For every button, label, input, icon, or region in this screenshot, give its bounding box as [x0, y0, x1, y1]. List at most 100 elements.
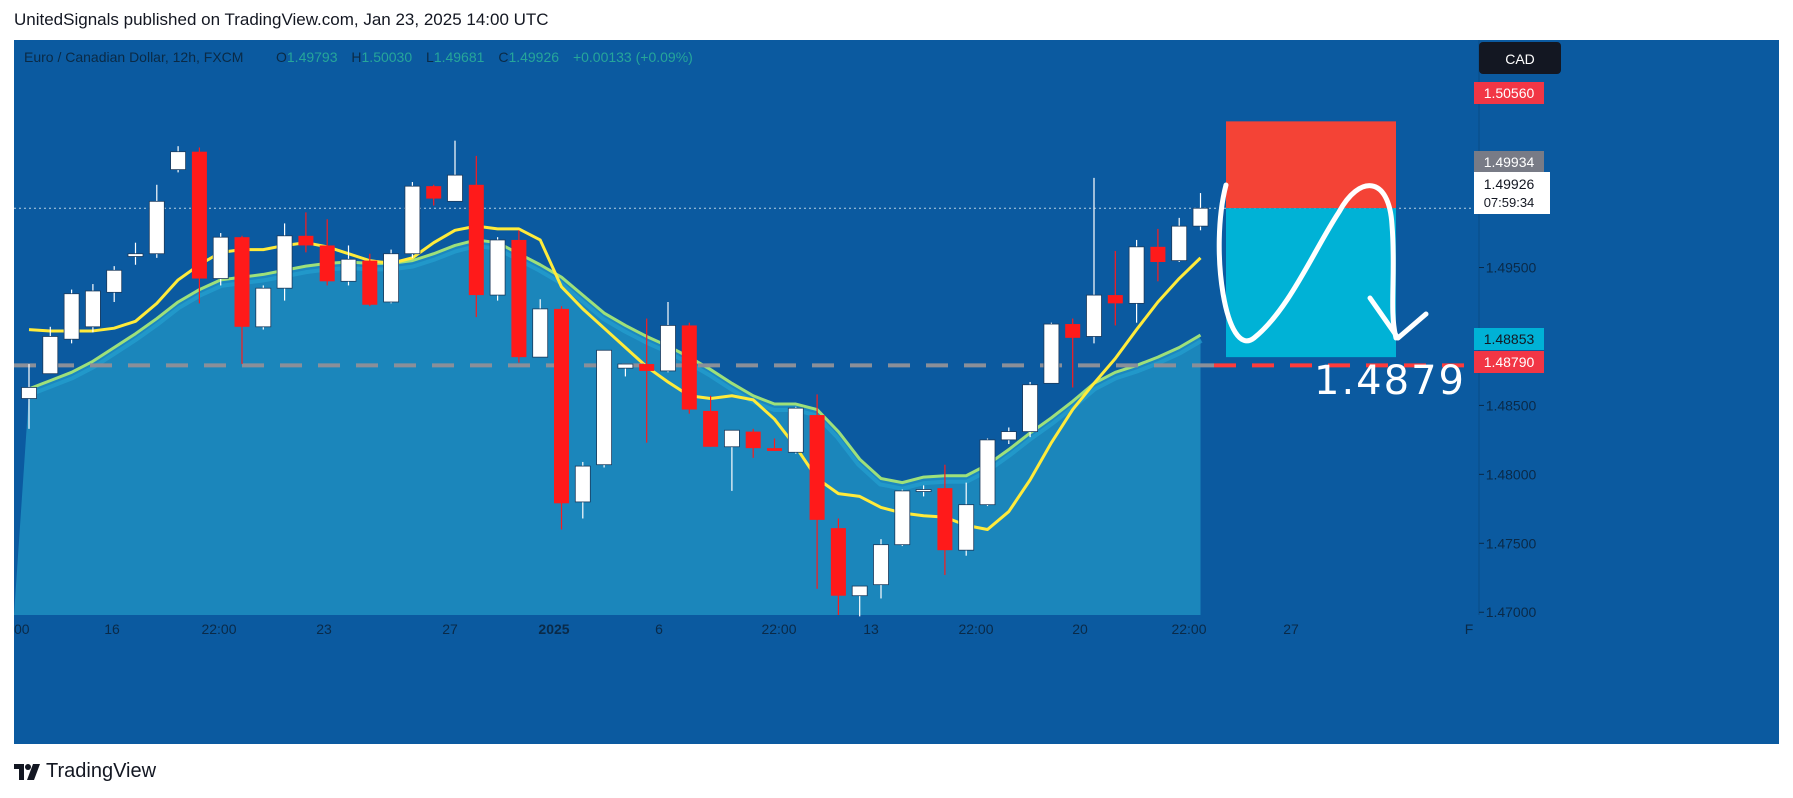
candle	[1128, 239, 1145, 323]
candle-body	[958, 504, 975, 551]
svg-text:1.49934: 1.49934	[1484, 154, 1535, 170]
candle-body	[447, 174, 463, 202]
candle-body	[660, 325, 676, 372]
candle	[319, 219, 335, 286]
price-label-current[interactable]: 1.49926 07:59:34	[1474, 172, 1550, 214]
candle-body	[745, 431, 761, 449]
price-label-target[interactable]: 1.48853	[1474, 328, 1544, 350]
candle	[851, 585, 868, 617]
time-tick-label: 27	[442, 621, 458, 637]
candle-body	[554, 308, 569, 504]
price-label-dashed-red[interactable]: 1.48790	[1474, 351, 1544, 373]
candle	[915, 485, 932, 497]
candle	[1000, 427, 1017, 445]
candle-body	[511, 239, 527, 358]
candle	[106, 266, 123, 302]
candle-body	[639, 364, 655, 371]
price-tick-label: 1.47000	[1486, 604, 1537, 620]
candle-body	[1022, 384, 1038, 433]
candle	[639, 318, 655, 443]
time-axis[interactable]: 00 16 22:00 23 27 2025 6 22:00 13 22:00 20 22:00 27 F	[14, 621, 1473, 637]
price-label-stop[interactable]: 1.50560	[1474, 82, 1544, 104]
legend-o-label: O	[276, 49, 287, 65]
candle-body	[468, 184, 484, 296]
price-label-gray[interactable]: 1.49934	[1474, 151, 1544, 173]
candle	[212, 233, 229, 286]
time-axis-background	[14, 615, 1779, 635]
legend-c-label: C	[498, 49, 508, 65]
candle-body	[787, 407, 804, 453]
candle-body	[873, 544, 889, 586]
price-axis-background	[1467, 40, 1779, 744]
tradingview-brand: TradingView	[46, 760, 157, 782]
candle-body	[170, 151, 187, 171]
candle-body	[1000, 431, 1017, 441]
candle-body	[1043, 323, 1060, 384]
candle	[767, 438, 782, 451]
time-tick-label: 22:00	[1171, 621, 1206, 637]
candle-body	[106, 269, 123, 293]
currency-badge[interactable]: CAD	[1505, 51, 1535, 67]
stop-loss-zone[interactable]	[1226, 121, 1396, 209]
candle	[937, 464, 953, 576]
legend-ohlc: O1.49793 H1.50030 L1.49681 C1.49926 +0.0…	[276, 49, 693, 65]
candle-body	[894, 490, 911, 546]
candle-body	[617, 363, 634, 369]
candle	[894, 489, 911, 547]
candle-body	[1086, 294, 1102, 337]
price-tick-label: 1.47500	[1486, 535, 1537, 551]
legend-c-value: 1.49926	[508, 49, 559, 65]
time-tick-label: 23	[316, 621, 332, 637]
time-tick-label: 2025	[538, 621, 569, 637]
candle	[383, 249, 400, 304]
candle	[489, 237, 506, 301]
take-profit-zone[interactable]	[1226, 208, 1396, 358]
tradingview-logo[interactable]: TradingView	[14, 760, 156, 783]
candle	[511, 230, 527, 363]
area-edge-line	[27, 239, 1203, 491]
candle	[404, 182, 421, 258]
candle	[596, 349, 612, 468]
publish-header: UnitedSignals published on TradingView.c…	[14, 10, 549, 29]
candle-body	[426, 186, 442, 199]
price-tick-label: 1.49500	[1486, 260, 1537, 276]
chart-panel[interactable]: 1.470001.475001.480001.485001.490001.495…	[14, 40, 1779, 744]
candle	[703, 395, 719, 447]
candle	[830, 518, 846, 615]
candle-body	[830, 528, 846, 596]
candle	[873, 539, 889, 599]
legend-symbol[interactable]: Euro / Canadian Dollar, 12h, FXCM	[24, 49, 243, 65]
candle-body	[362, 260, 378, 305]
currency-badge-bg[interactable]	[1479, 42, 1561, 74]
candle	[1043, 322, 1060, 384]
candle-body	[1192, 207, 1209, 227]
candle-body	[1150, 246, 1166, 263]
candle-body	[937, 488, 953, 551]
candle	[362, 253, 378, 307]
candle	[426, 184, 442, 206]
candle-body	[915, 489, 932, 492]
candle	[574, 461, 591, 519]
candles-layer	[21, 140, 1209, 617]
time-tick-label: 16	[104, 621, 120, 637]
candle-body	[681, 325, 697, 410]
time-tick-label: 13	[863, 621, 879, 637]
time-tick-label: 22:00	[761, 621, 796, 637]
candle	[127, 242, 144, 265]
time-tick-label: 22:00	[201, 621, 236, 637]
candle	[468, 155, 484, 318]
candle	[447, 140, 463, 202]
candle-body	[276, 235, 293, 289]
candle	[1022, 381, 1038, 438]
svg-text:1.48853: 1.48853	[1484, 331, 1535, 347]
candle-body	[212, 236, 229, 279]
candle-body	[85, 290, 101, 328]
candle-body	[809, 415, 825, 520]
target-annotation: 1.4879	[1314, 358, 1466, 404]
short-position-tool[interactable]	[1226, 121, 1396, 358]
candle-body	[851, 585, 868, 597]
price-chart[interactable]: 1.470001.475001.480001.485001.490001.495…	[14, 40, 1779, 744]
candle	[170, 146, 187, 173]
legend-l-label: L	[426, 49, 434, 65]
candle	[554, 306, 569, 530]
